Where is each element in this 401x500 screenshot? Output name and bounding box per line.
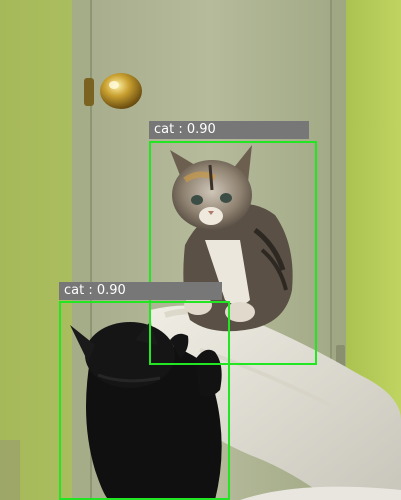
detection-label-cat-top: cat : 0.90 bbox=[149, 121, 309, 139]
detection-label-cat-bottom: cat : 0.90 bbox=[59, 282, 222, 300]
door-knob-plate bbox=[84, 78, 94, 106]
door-knob bbox=[100, 73, 142, 109]
detection-box-cat-bottom bbox=[59, 301, 230, 500]
